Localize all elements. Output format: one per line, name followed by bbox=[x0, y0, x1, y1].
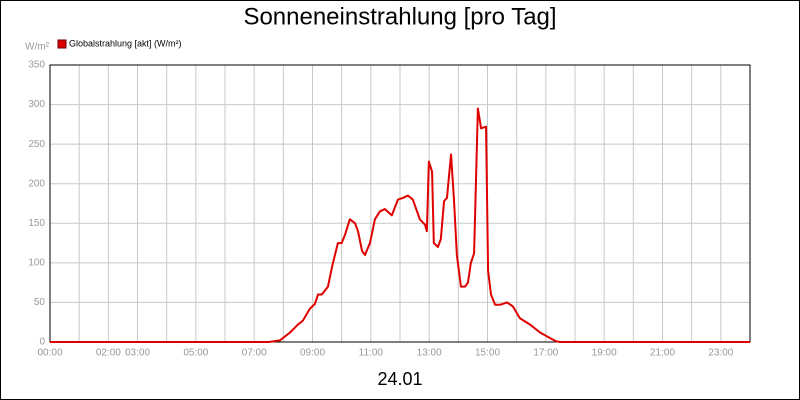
y-tick-label: 250 bbox=[28, 139, 45, 150]
y-axis-label: W/m² bbox=[25, 42, 50, 53]
x-tick-label: 09:00 bbox=[300, 348, 325, 359]
x-axis-label: 24.01 bbox=[377, 369, 422, 389]
x-tick-label: 00:00 bbox=[37, 348, 62, 359]
x-tick-label: 23:00 bbox=[708, 348, 733, 359]
legend-swatch bbox=[57, 39, 67, 49]
y-tick-label: 100 bbox=[28, 257, 45, 268]
x-tick-label: 07:00 bbox=[242, 348, 267, 359]
chart-title: Sonneneinstrahlung [pro Tag] bbox=[243, 3, 556, 30]
x-tick-label: 17:00 bbox=[533, 348, 558, 359]
plot-border bbox=[49, 64, 751, 343]
x-tick-label: 19:00 bbox=[592, 348, 617, 359]
y-tick-label: 150 bbox=[28, 218, 45, 229]
x-tick-label: 02:00 bbox=[96, 348, 121, 359]
y-tick-label: 200 bbox=[28, 178, 45, 189]
x-tick-label: 15:00 bbox=[475, 348, 500, 359]
y-tick-label: 50 bbox=[34, 297, 46, 308]
x-tick-label: 11:00 bbox=[359, 348, 384, 359]
legend-label: Globalstrahlung [akt] (W/m²) bbox=[69, 38, 182, 48]
x-tick-label: 03:00 bbox=[125, 348, 150, 359]
x-tick-label: 13:00 bbox=[417, 348, 442, 359]
y-tick-label: 300 bbox=[28, 99, 45, 110]
data-line bbox=[50, 107, 750, 343]
y-tick-label: 0 bbox=[39, 337, 45, 348]
x-tick-label: 21:00 bbox=[650, 348, 675, 359]
x-tick-label: 05:00 bbox=[183, 348, 208, 359]
y-tick-label: 350 bbox=[28, 60, 45, 71]
